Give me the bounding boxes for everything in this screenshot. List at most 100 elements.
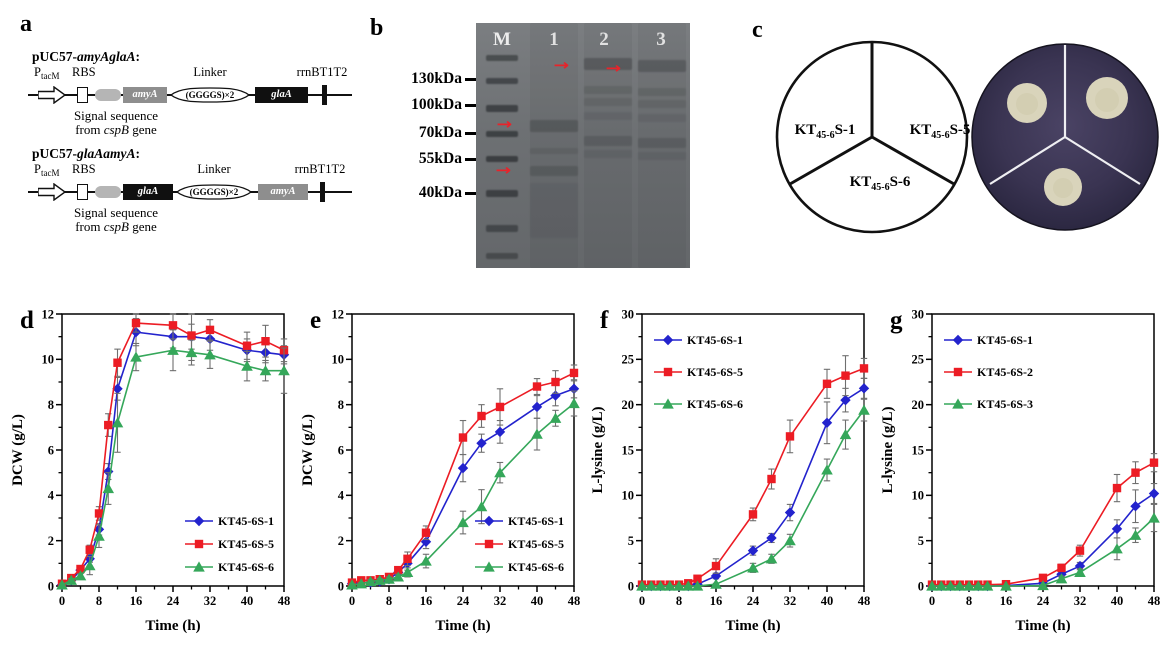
panel-letter-f: f bbox=[600, 307, 609, 334]
gene-box-amyA: amyA bbox=[123, 87, 167, 103]
legend: KT45-6S-1 KT45-6S-5 KT45-6S-6 bbox=[654, 333, 743, 411]
signal-sequence-oval bbox=[95, 186, 121, 198]
series-KT45-6S-6 bbox=[636, 398, 870, 591]
legend: KT45-6S-1 KT45-6S-2 KT45-6S-3 bbox=[944, 333, 1033, 411]
x-axis-label: Time (h) bbox=[725, 618, 780, 634]
svg-text:KT45-6S-6: KT45-6S-6 bbox=[508, 560, 564, 574]
gel-lane-label-3: 3 bbox=[656, 29, 666, 50]
svg-text:KT45-6S-6: KT45-6S-6 bbox=[218, 560, 274, 574]
gel-band bbox=[638, 60, 686, 72]
construct-1-title-prefix: pUC57- bbox=[32, 49, 78, 64]
gel-band bbox=[584, 150, 632, 158]
construct-1-row: amyA (GGGGS)×2 glaA bbox=[26, 78, 360, 112]
panel-b-gel: b 130kDa 100kDa 70kDa 55kDa 40kDa M 1 2 … bbox=[362, 8, 702, 298]
svg-text:10: 10 bbox=[622, 489, 635, 503]
chart-d-plot: 0 8 16 24 32 40 48 0 2 4 6 8 10 12 Time (h) DCW (g/L) KT… bbox=[8, 300, 296, 645]
caption-tail: gene bbox=[129, 122, 157, 137]
construct-diagram-1: PtacM RBS Linker rrnBT1T2 amyA (GGGGS)×2… bbox=[26, 65, 360, 145]
svg-text:16: 16 bbox=[420, 594, 433, 608]
panel-letter-c: c bbox=[752, 17, 763, 43]
panel-letter-d: d bbox=[20, 307, 34, 334]
svg-text:KT45-6S-5: KT45-6S-5 bbox=[508, 537, 564, 551]
svg-text:40: 40 bbox=[821, 594, 834, 608]
svg-text:KT45-6S-1: KT45-6S-1 bbox=[687, 333, 743, 347]
construct-2-row: glaA (GGGGS)×2 amyA bbox=[26, 175, 360, 209]
svg-text:5: 5 bbox=[918, 534, 924, 548]
gel-band bbox=[638, 138, 686, 148]
svg-text:10: 10 bbox=[42, 353, 55, 367]
terminator-label: rrnBT1T2 bbox=[294, 162, 346, 176]
svg-text:0: 0 bbox=[59, 594, 65, 608]
svg-text:40: 40 bbox=[531, 594, 544, 608]
construct-diagram-2: PtacM RBS Linker rrnBT1T2 glaA (GGGGS)×2… bbox=[26, 162, 360, 242]
marker-label-55kda: 55kDa bbox=[418, 150, 462, 167]
plate-sector-diagram bbox=[775, 40, 969, 234]
sector-label-kt45-6s-1: KT45-6S-1 bbox=[780, 122, 870, 141]
svg-text:8: 8 bbox=[96, 594, 102, 608]
construct-1-title-gene: amyAglaA bbox=[77, 49, 136, 64]
construct-2-title: pUC57-glaAamyA: bbox=[32, 146, 140, 162]
svg-text:8: 8 bbox=[676, 594, 682, 608]
strain-suffix: S-1 bbox=[834, 122, 856, 138]
gel-band bbox=[530, 183, 578, 238]
y-axis-label: L-lysine (g/L) bbox=[590, 406, 606, 493]
x-axis-label: Time (h) bbox=[435, 618, 490, 634]
gel-lane-tint bbox=[530, 23, 578, 268]
chart-g-plot: 0 8 16 24 32 40 48 0 5 10 15 20 25 30 Time (h) L-lysine… bbox=[878, 300, 1166, 645]
gel-band bbox=[486, 55, 518, 61]
svg-text:KT45-6S-2: KT45-6S-2 bbox=[977, 365, 1033, 379]
promoter-arrow-icon bbox=[38, 86, 66, 104]
gel-lane-tint bbox=[638, 23, 686, 268]
chart-e-plot: 0 8 16 24 32 40 48 0 2 4 6 8 10 12 Time (h) DCW (g/L) KT… bbox=[298, 300, 586, 645]
svg-text:24: 24 bbox=[167, 594, 180, 608]
gel-band bbox=[584, 112, 632, 120]
svg-text:4: 4 bbox=[48, 489, 55, 503]
terminator-bar bbox=[320, 182, 325, 202]
caption-gene: cspB bbox=[103, 219, 129, 234]
svg-text:6: 6 bbox=[48, 443, 54, 457]
sds-page-gel-image: M 1 2 3 bbox=[476, 23, 690, 268]
series-KT45-6S-6 bbox=[346, 390, 580, 590]
marker-tick bbox=[465, 132, 477, 135]
marker-tick bbox=[465, 192, 477, 195]
signal-caption-line1: Signal sequence bbox=[73, 205, 159, 220]
terminator-label: rrnBT1T2 bbox=[296, 65, 348, 79]
svg-text:0: 0 bbox=[338, 579, 344, 593]
svg-text:KT45-6S-5: KT45-6S-5 bbox=[218, 537, 274, 551]
svg-text:KT45-6S-1: KT45-6S-1 bbox=[508, 514, 564, 528]
linker-lens-shape bbox=[170, 87, 250, 103]
gel-band bbox=[584, 58, 632, 70]
rbs-label: RBS bbox=[72, 65, 96, 79]
svg-text:0: 0 bbox=[48, 579, 54, 593]
svg-text:8: 8 bbox=[338, 398, 344, 412]
caption-tail: gene bbox=[129, 219, 157, 234]
svg-text:KT45-6S-1: KT45-6S-1 bbox=[218, 514, 274, 528]
gel-band bbox=[486, 253, 518, 259]
y-axis-label: L-lysine (g/L) bbox=[880, 406, 896, 493]
gel-band bbox=[486, 225, 518, 232]
svg-text:48: 48 bbox=[1148, 594, 1161, 608]
x-axis-label: Time (h) bbox=[1015, 618, 1070, 634]
x-axis-label: Time (h) bbox=[145, 618, 200, 634]
series-KT45-6S-6 bbox=[56, 329, 290, 590]
svg-text:8: 8 bbox=[48, 398, 54, 412]
caption-from: from bbox=[75, 219, 104, 234]
svg-text:0: 0 bbox=[929, 594, 935, 608]
promoter-main: P bbox=[34, 162, 41, 176]
marker-label-40kda: 40kDa bbox=[418, 184, 462, 201]
strain-subscript: 45-6 bbox=[816, 130, 835, 141]
svg-text:4: 4 bbox=[338, 489, 345, 503]
rbs-box bbox=[77, 87, 88, 103]
svg-text:0: 0 bbox=[639, 594, 645, 608]
y-axis-label: DCW (g/L) bbox=[10, 414, 26, 486]
gel-band bbox=[486, 105, 518, 112]
gel-band bbox=[530, 148, 578, 154]
sector-label-kt45-6s-5: KT45-6S-5 bbox=[895, 122, 985, 141]
chart-panel-g: 0 8 16 24 32 40 48 0 5 10 15 20 25 30 Time (h) L-lysine… bbox=[878, 300, 1166, 645]
svg-text:10: 10 bbox=[332, 353, 345, 367]
panel-letter-b: b bbox=[370, 15, 384, 41]
svg-text:40: 40 bbox=[1111, 594, 1124, 608]
gel-band bbox=[584, 136, 632, 146]
gel-band bbox=[584, 98, 632, 106]
